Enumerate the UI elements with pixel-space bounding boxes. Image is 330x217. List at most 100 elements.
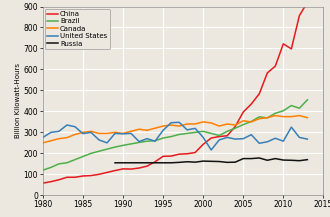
United States: [129, 132, 133, 135]
Russia: [193, 161, 197, 163]
Canada: [249, 121, 253, 123]
Canada: [57, 137, 61, 140]
China: [161, 155, 165, 158]
United States: [41, 136, 45, 139]
Brazil: [137, 141, 141, 144]
Canada: [257, 117, 261, 120]
Brazil: [241, 123, 245, 126]
United States: [145, 137, 149, 140]
United States: [169, 122, 173, 124]
United States: [241, 137, 245, 140]
Y-axis label: Billion Kilowatt-Hours: Billion Kilowatt-Hours: [15, 63, 21, 138]
United States: [105, 141, 109, 144]
United States: [89, 131, 93, 134]
China: [49, 180, 53, 183]
China: [225, 134, 229, 137]
Canada: [161, 125, 165, 127]
Canada: [241, 120, 245, 122]
United States: [161, 129, 165, 132]
Brazil: [57, 163, 61, 165]
China: [177, 153, 181, 156]
Russia: [161, 161, 165, 164]
Brazil: [105, 148, 109, 150]
United States: [209, 149, 213, 151]
Brazil: [89, 152, 93, 155]
China: [169, 155, 173, 157]
Brazil: [193, 131, 197, 134]
United States: [265, 141, 269, 143]
United States: [177, 121, 181, 124]
China: [193, 151, 197, 154]
Canada: [137, 128, 141, 131]
Russia: [225, 161, 229, 164]
Russia: [153, 161, 157, 164]
Canada: [273, 114, 277, 117]
United States: [201, 136, 205, 139]
United States: [217, 139, 221, 141]
Canada: [81, 131, 85, 134]
Brazil: [305, 99, 309, 101]
Brazil: [185, 132, 189, 135]
Canada: [185, 123, 189, 125]
Canada: [65, 136, 69, 139]
China: [65, 176, 69, 179]
Canada: [177, 125, 181, 127]
United States: [81, 132, 85, 135]
United States: [153, 140, 157, 143]
China: [113, 169, 117, 172]
China: [57, 178, 61, 181]
Brazil: [145, 140, 149, 143]
China: [217, 135, 221, 138]
Russia: [177, 161, 181, 164]
United States: [49, 131, 53, 134]
Brazil: [209, 132, 213, 135]
China: [209, 137, 213, 139]
Line: Russia: Russia: [115, 158, 307, 163]
Russia: [129, 161, 133, 164]
China: [73, 176, 77, 179]
Russia: [113, 161, 117, 164]
China: [265, 72, 269, 74]
Canada: [169, 124, 173, 126]
China: [129, 168, 133, 170]
Canada: [193, 123, 197, 125]
China: [121, 168, 125, 170]
Canada: [209, 122, 213, 124]
Brazil: [121, 144, 125, 147]
United States: [193, 127, 197, 130]
Canada: [265, 116, 269, 119]
Brazil: [273, 112, 277, 115]
China: [145, 165, 149, 168]
United States: [137, 140, 141, 143]
Canada: [217, 125, 221, 127]
Canada: [113, 131, 117, 134]
Brazil: [81, 155, 85, 158]
Russia: [273, 157, 277, 160]
Russia: [305, 158, 309, 161]
Line: China: China: [43, 2, 307, 183]
Brazil: [41, 169, 45, 171]
China: [233, 125, 237, 128]
Brazil: [201, 130, 205, 133]
United States: [225, 136, 229, 139]
China: [305, 1, 309, 4]
Brazil: [257, 115, 261, 118]
Canada: [225, 123, 229, 125]
Russia: [169, 161, 173, 164]
Canada: [201, 121, 205, 123]
Brazil: [113, 146, 117, 148]
Brazil: [65, 161, 69, 164]
China: [201, 143, 205, 146]
United States: [113, 132, 117, 135]
Canada: [41, 141, 45, 144]
Russia: [241, 157, 245, 160]
China: [273, 65, 277, 67]
Russia: [289, 159, 293, 162]
Brazil: [265, 117, 269, 119]
Russia: [209, 160, 213, 163]
Canada: [89, 130, 93, 133]
Canada: [145, 129, 149, 132]
Line: Canada: Canada: [43, 116, 307, 143]
Canada: [97, 132, 101, 135]
United States: [257, 142, 261, 145]
